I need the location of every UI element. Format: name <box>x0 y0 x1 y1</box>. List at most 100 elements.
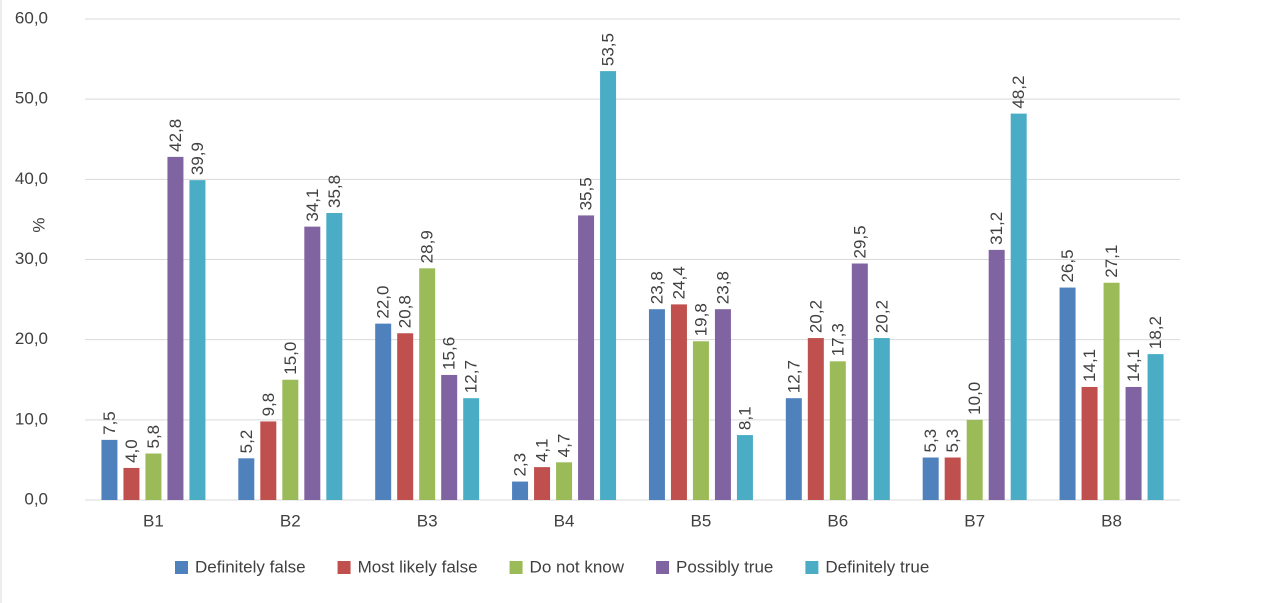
bar <box>1103 282 1120 500</box>
bar <box>648 309 665 500</box>
legend-swatch <box>805 561 819 574</box>
value-label: 4,7 <box>555 434 574 458</box>
legend-label: Do not know <box>530 557 625 576</box>
value-label: 20,2 <box>872 300 891 333</box>
value-label: 28,9 <box>418 230 437 263</box>
value-label: 12,7 <box>784 360 803 393</box>
value-label: 35,5 <box>577 177 596 210</box>
y-tick-label: 10,0 <box>15 409 48 428</box>
value-label: 39,9 <box>188 142 207 175</box>
x-tick-label: B8 <box>1101 511 1122 530</box>
bar <box>829 361 846 500</box>
value-label: 31,2 <box>987 212 1006 245</box>
value-label: 15,0 <box>281 342 300 375</box>
legend-label: Definitely true <box>825 557 929 576</box>
legend-swatch <box>337 561 351 574</box>
legend-swatch <box>509 561 523 574</box>
bar <box>123 467 140 500</box>
legend-swatch <box>656 561 670 574</box>
bar <box>692 341 709 500</box>
value-label: 8,1 <box>735 406 754 430</box>
x-tick-label: B1 <box>143 511 164 530</box>
value-label: 18,2 <box>1146 316 1165 349</box>
value-label: 20,8 <box>396 295 415 328</box>
value-label: 23,8 <box>713 271 732 304</box>
bar <box>988 249 1005 500</box>
value-label: 27,1 <box>1102 245 1121 278</box>
x-tick-label: B2 <box>280 511 301 530</box>
bar <box>556 462 573 500</box>
value-label: 12,7 <box>462 360 481 393</box>
value-label: 14,1 <box>1124 349 1143 382</box>
value-label: 10,0 <box>965 382 984 415</box>
value-label: 2,3 <box>511 453 530 477</box>
bar <box>944 457 961 500</box>
bar <box>397 333 414 500</box>
legend-swatch <box>175 561 188 574</box>
value-label: 4,1 <box>533 438 552 462</box>
bar <box>101 439 118 500</box>
bar <box>922 457 939 500</box>
bar <box>670 304 687 500</box>
value-label: 29,5 <box>850 225 869 258</box>
value-label: 5,8 <box>144 425 163 449</box>
value-label: 17,3 <box>828 323 847 356</box>
bar <box>1147 354 1164 500</box>
bar <box>238 458 255 500</box>
x-tick-label: B4 <box>554 511 575 530</box>
value-label: 22,0 <box>374 286 393 319</box>
value-label: 23,8 <box>647 271 666 304</box>
bar <box>1010 113 1027 500</box>
value-label: 5,3 <box>921 429 940 453</box>
y-tick-label: 20,0 <box>15 329 48 348</box>
bar <box>736 435 753 500</box>
bar <box>326 213 343 500</box>
bar <box>419 268 436 500</box>
bar <box>873 338 890 500</box>
bar <box>304 226 321 501</box>
bar <box>189 180 206 500</box>
bar <box>512 481 529 500</box>
y-axis-label: % <box>29 217 48 232</box>
value-label: 19,8 <box>691 303 710 336</box>
value-label: 35,8 <box>325 175 344 208</box>
y-tick-label: 0,0 <box>24 489 48 508</box>
bar <box>145 453 162 500</box>
bar <box>282 379 299 500</box>
bar <box>534 467 551 500</box>
x-tick-label: B5 <box>691 511 712 530</box>
bar <box>463 398 480 500</box>
bar <box>441 374 458 500</box>
y-tick-label: 30,0 <box>15 249 48 268</box>
value-label: 48,2 <box>1009 76 1028 109</box>
legend-label: Most likely false <box>358 557 478 576</box>
bar <box>1059 287 1076 500</box>
value-label: 4,0 <box>122 439 141 463</box>
y-tick-label: 50,0 <box>15 89 48 108</box>
value-label: 5,3 <box>943 429 962 453</box>
value-label: 9,8 <box>259 393 278 417</box>
value-label: 20,2 <box>806 300 825 333</box>
bar <box>714 309 731 500</box>
value-label: 5,2 <box>237 430 256 454</box>
y-tick-label: 40,0 <box>15 169 48 188</box>
y-tick-label: 60,0 <box>15 8 48 27</box>
value-label: 53,5 <box>599 33 618 66</box>
bar <box>785 398 802 500</box>
value-label: 15,6 <box>440 337 459 370</box>
value-label: 26,5 <box>1058 249 1077 282</box>
x-tick-label: B6 <box>827 511 848 530</box>
bar <box>1081 386 1098 500</box>
bar <box>375 323 392 500</box>
value-label: 42,8 <box>166 119 185 152</box>
legend-label: Possibly true <box>676 557 773 576</box>
value-label: 14,1 <box>1080 349 1099 382</box>
bar <box>851 263 868 500</box>
bar <box>578 215 595 501</box>
bar <box>167 156 184 501</box>
value-label: 34,1 <box>303 189 322 222</box>
bar <box>600 71 617 500</box>
legend-label: Definitely false <box>195 557 306 576</box>
